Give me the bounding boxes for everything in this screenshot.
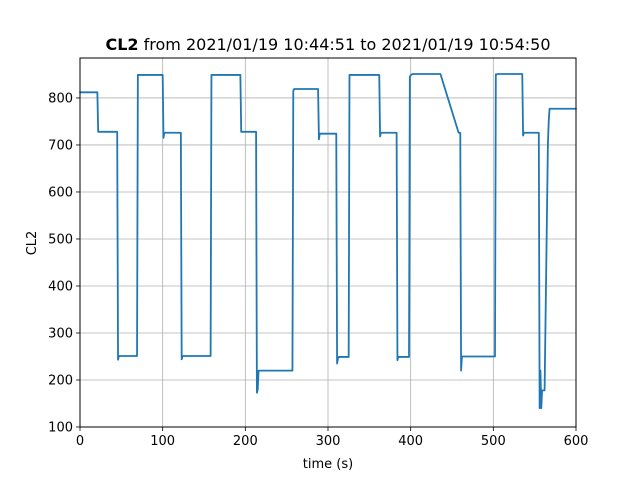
x-tick-label: 200	[233, 434, 258, 449]
grid-lines	[79, 58, 577, 428]
x-tick-label: 500	[481, 434, 506, 449]
y-tick-label: 700	[48, 138, 73, 153]
x-tick-label: 100	[150, 434, 175, 449]
y-tick-label: 500	[48, 232, 73, 247]
y-tick-label: 200	[48, 373, 73, 388]
series-layer	[79, 73, 577, 410]
y-tick-label: 800	[48, 91, 73, 106]
x-axis-label: time (s)	[303, 457, 353, 472]
y-tick-label: 100	[48, 421, 73, 436]
chart-title-bold: CL2	[105, 35, 138, 54]
x-tick-label: 400	[398, 434, 423, 449]
chart-title: CL2 from 2021/01/19 10:44:51 to 2021/01/…	[105, 35, 550, 54]
y-tick-label: 300	[48, 326, 73, 341]
series-line	[79, 73, 577, 410]
chart-title-rest: from 2021/01/19 10:44:51 to 2021/01/19 1…	[139, 35, 551, 54]
y-tick-label: 600	[48, 185, 73, 200]
y-tick-label: 400	[48, 279, 73, 294]
x-tick-label: 300	[316, 434, 341, 449]
axes: 0 100 200 300 400 500 600100200300400500600700…	[48, 57, 589, 449]
x-tick-label: 600	[564, 434, 589, 449]
x-tick-label: 0	[76, 434, 84, 449]
y-axis-label: CL2	[25, 231, 40, 256]
